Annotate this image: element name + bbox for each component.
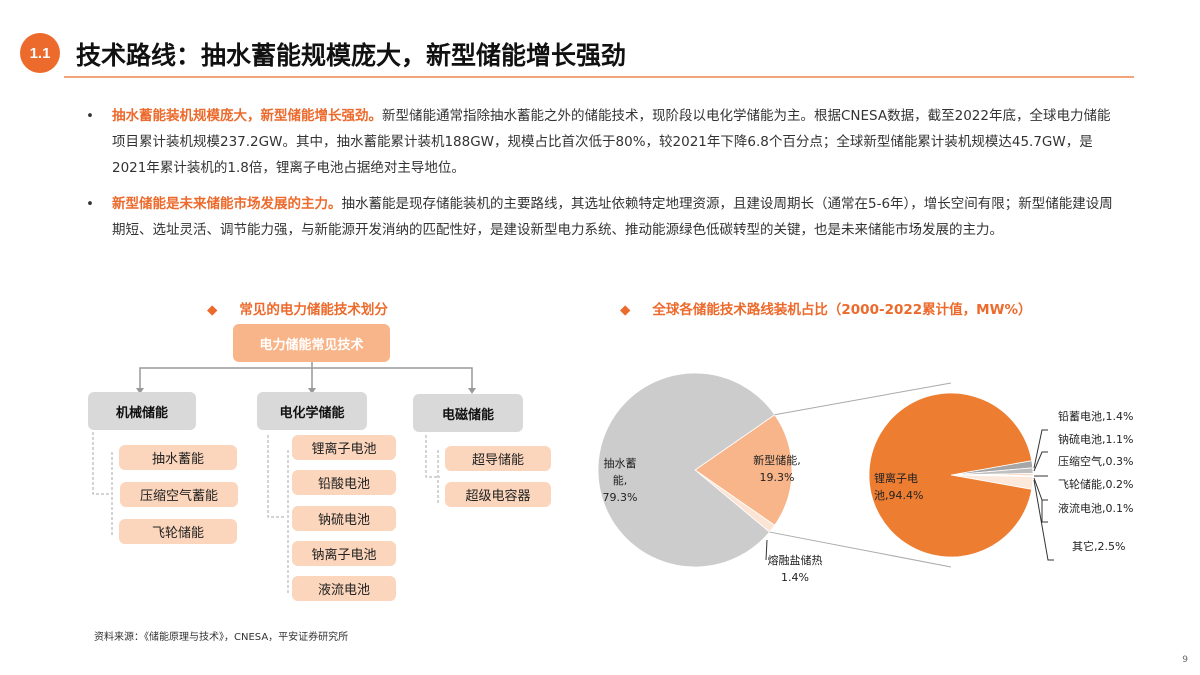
diagram-root: 电力储能常见技术 — [233, 324, 390, 362]
label-leader-line — [1033, 477, 1048, 523]
label-leader-line — [765, 539, 768, 561]
label-caes: 压缩空气,0.3% — [1058, 455, 1134, 468]
label-leader-line — [1033, 479, 1054, 561]
diagram-title: ◆ 常见的电力储能技术划分 — [207, 302, 388, 318]
label-li-ion: 锂离子电池,94.4% — [874, 472, 924, 502]
page-number: 9 — [1182, 655, 1188, 665]
label-leader-line — [1033, 451, 1048, 472]
leaf-item: 铅酸电池 — [292, 470, 396, 495]
bullet-text: 新型储能通常指除抽水蓄能之外的储能技术，现阶段以电化学储能为主。根据CNESA数… — [112, 108, 1111, 176]
label-other: 其它,2.5% — [1072, 540, 1126, 553]
bullet-marker: • — [86, 196, 94, 212]
leaf-item: 钠硫电池 — [292, 506, 396, 531]
page-title: 技术路线：抽水蓄能规模庞大，新型储能增长强劲 — [76, 41, 627, 70]
pie-slice-新型储能 — [694, 414, 793, 526]
source-note: 资料来源：《储能原理与技术》，CNESA，平安证券研究所 — [94, 632, 349, 643]
leaf-item: 飞轮储能 — [119, 519, 237, 544]
pie-connector-line — [774, 382, 952, 416]
bullet-highlight: 抽水蓄能装机规模庞大，新型储能增长强劲。 — [112, 108, 382, 124]
label-flywheel: 飞轮储能,0.2% — [1058, 478, 1134, 491]
section-badge: 1.1 — [20, 33, 60, 73]
label-leader-line — [1033, 429, 1048, 469]
bullet-1: • 抽水蓄能装机规模庞大，新型储能增长强劲。新型储能通常指除抽水蓄能之外的储能技… — [86, 103, 1116, 181]
leaf-item: 液流电池 — [292, 576, 396, 601]
title-divider — [64, 76, 1134, 78]
pie-slice-抽水蓄能 — [597, 372, 776, 568]
pie-slice-锂离子电池 — [868, 392, 1033, 558]
label-pumped-hydro: 抽水蓄能, 79.3% — [602, 457, 638, 504]
label-lead: 铅蓄电池,1.4% — [1058, 410, 1134, 423]
label-nas: 钠硫电池,1.1% — [1058, 433, 1134, 446]
chart-title: ◆ 全球各储能技术路线装机占比（2000-2022累计值，MW%） — [620, 302, 1032, 318]
label-flow: 液流电池,0.1% — [1058, 502, 1134, 515]
leaf-item: 钠离子电池 — [292, 541, 396, 566]
leaf-item: 压缩空气蓄能 — [120, 482, 238, 507]
bullet-highlight: 新型储能是未来储能市场发展的主力。 — [112, 196, 342, 212]
bullet-text: 抽水蓄能是现存储能装机的主要路线，其选址依赖特定地理资源，且建设周期长（通常在5… — [112, 196, 1113, 238]
leaf-item: 抽水蓄能 — [119, 445, 237, 470]
leaf-item: 超导储能 — [445, 446, 551, 471]
leaf-item: 锂离子电池 — [292, 435, 396, 460]
bullet-marker: • — [86, 108, 94, 124]
pie-connector-line — [769, 531, 952, 568]
label-new-storage: 新型储能, 19.3% — [753, 454, 801, 484]
leaf-item: 超级电容器 — [445, 482, 551, 507]
bullet-2: • 新型储能是未来储能市场发展的主力。抽水蓄能是现存储能装机的主要路线，其选址依… — [86, 191, 1116, 243]
category-mechanical: 机械储能 — [88, 392, 196, 430]
category-electrochemical: 电化学储能 — [257, 392, 367, 430]
label-molten-salt: 熔融盐储热 1.4% — [767, 554, 823, 584]
category-electromagnetic: 电磁储能 — [413, 394, 523, 432]
